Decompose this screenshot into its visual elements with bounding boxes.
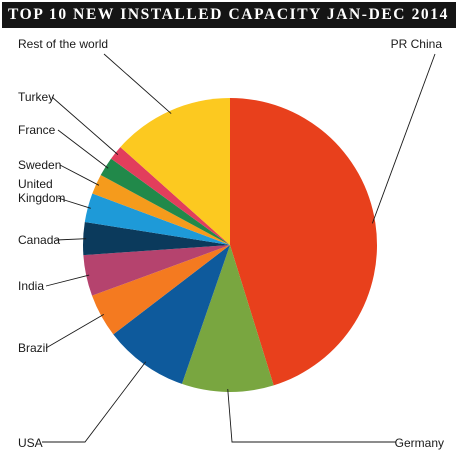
leader-line-rest-of-the-world: [103, 53, 172, 114]
leader-line-usa: [42, 361, 147, 443]
pie-slice-pr-china: [230, 98, 377, 386]
leader-line-sweden: [59, 164, 100, 186]
chart-title: TOP 10 NEW INSTALLED CAPACITY JAN-DEC 20…: [2, 2, 456, 28]
slice-label-canada: Canada: [18, 233, 60, 247]
slice-label-germany: Germany: [395, 436, 444, 450]
pie-slice-usa: [113, 245, 230, 384]
leader-line-india: [45, 274, 90, 287]
slice-label-turkey: Turkey: [18, 90, 54, 104]
leader-line-turkey: [51, 96, 119, 155]
pie-slice-germany: [181, 245, 274, 392]
leader-line-brazil: [45, 313, 105, 349]
slice-label-pr-china: PR China: [391, 37, 443, 51]
slice-label-india: India: [18, 279, 44, 293]
slice-label-sweden: Sweden: [18, 158, 61, 172]
leader-line-canada: [55, 238, 87, 241]
leader-line-germany: [227, 388, 396, 443]
pie-slice-france: [100, 158, 230, 245]
leader-line-france: [57, 129, 109, 169]
leader-line-pr-china: [371, 53, 436, 224]
slice-label-france: France: [18, 123, 56, 137]
slice-label-united-kingdom: United Kingdom: [18, 177, 65, 205]
pie-slice-turkey: [111, 147, 230, 245]
pie-slice-india: [83, 245, 231, 296]
slice-label-brazil: Brazil: [18, 341, 48, 355]
pie-slice-brazil: [92, 245, 230, 335]
pie-slice-rest-of-the-world: [120, 98, 230, 245]
leader-line-united-kingdom: [57, 197, 91, 209]
pie-slice-united-kingdom: [84, 193, 230, 245]
slice-label-usa: USA: [18, 436, 43, 450]
pie-slice-canada: [82, 222, 230, 256]
slice-label-rest-of-the-world: Rest of the world: [18, 37, 108, 51]
pie-slice-sweden: [92, 174, 230, 245]
